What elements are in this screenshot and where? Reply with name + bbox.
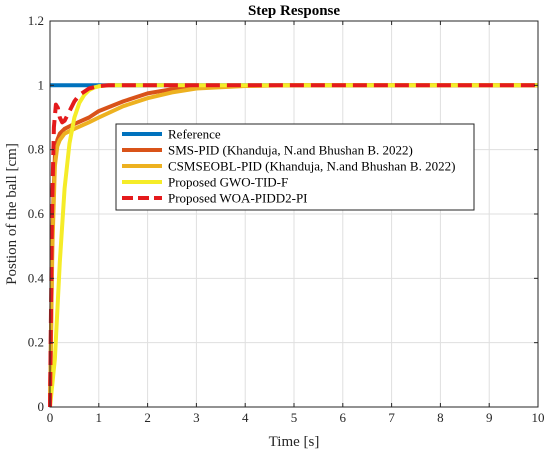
x-tick-label: 2	[144, 410, 151, 425]
x-axis-title: Time [s]	[269, 434, 320, 450]
y-tick-label: 1.2	[28, 13, 44, 28]
x-tick-label: 4	[242, 410, 249, 425]
x-tick-label: 9	[486, 410, 493, 425]
legend-label-5: Proposed WOA-PIDD2-PI	[168, 191, 308, 206]
y-tick-label: 0.4	[28, 270, 45, 285]
chart-title: Step Response	[248, 3, 340, 19]
y-tick-label: 0	[38, 399, 45, 414]
x-tick-label: 3	[193, 410, 200, 425]
x-tick-label: 5	[291, 410, 298, 425]
y-tick-label: 0.6	[28, 206, 45, 221]
x-tick-label: 10	[532, 410, 545, 425]
x-tick-label: 7	[388, 410, 395, 425]
series-layer	[48, 83, 538, 408]
series-line-5	[48, 83, 538, 408]
axis-ticks: 0 1 2 3 4 5 6 7 8 9 10 0 0.2 0.4 0.6 0.8 1 1.2	[28, 13, 545, 425]
x-tick-label: 1	[96, 410, 103, 425]
legend-label-4: Proposed GWO-TID-F	[168, 175, 288, 190]
y-tick-label: 0.8	[28, 142, 44, 157]
legend-box	[115, 123, 475, 211]
legend-label-1: Reference	[168, 127, 221, 142]
y-tick-label: 0.2	[28, 335, 44, 350]
x-tick-label: 0	[47, 410, 54, 425]
x-tick-label: 8	[437, 410, 444, 425]
legend-label-2: SMS-PID (Khanduja, N.and Bhushan B. 2022…	[168, 143, 413, 158]
y-axis-title: Postion of the ball [cm]	[4, 143, 20, 285]
y-tick-label: 1	[38, 77, 45, 92]
x-tick-label: 6	[340, 410, 347, 425]
legend-label-3: CSMSEOBL-PID (Khanduja, N.and Bhushan B.…	[168, 159, 455, 174]
